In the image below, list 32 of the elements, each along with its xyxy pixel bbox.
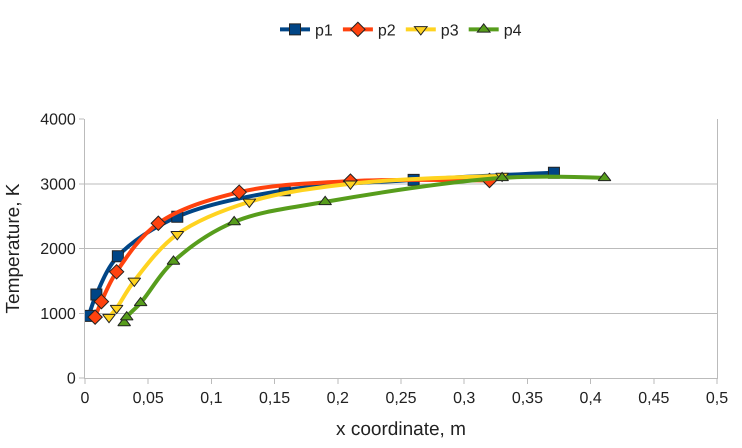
legend-label: p3	[440, 22, 459, 40]
legend-label: p1	[315, 22, 333, 40]
x-tick-label: 0,35	[512, 390, 544, 408]
y-axis-title: Temperature, K	[3, 183, 24, 314]
y-tick-label: 1000	[40, 306, 76, 323]
point	[134, 296, 148, 306]
point	[94, 294, 110, 310]
y-tick-label: 0	[66, 370, 76, 388]
point	[227, 216, 241, 226]
x-tick-label: 0,15	[259, 390, 290, 408]
point	[232, 184, 247, 200]
x-tick-label: 0,25	[385, 390, 417, 408]
x-tick-label: 0,2	[326, 390, 350, 408]
point	[112, 250, 124, 262]
legend-label: p4	[504, 22, 522, 40]
x-tick-label: 0,1	[200, 390, 223, 408]
point	[166, 255, 180, 265]
y-tick-label: 3000	[40, 176, 76, 194]
x-tick-label: 0,3	[453, 390, 476, 408]
x-tick-label: 0,05	[132, 390, 164, 408]
point	[87, 309, 103, 325]
x-tick-label: 0,4	[579, 390, 602, 408]
x-axis-title: x coordinate, m	[336, 419, 466, 440]
point	[598, 172, 612, 182]
legend-label: p2	[378, 22, 396, 40]
x-tick-label: 0	[80, 390, 90, 408]
y-tick-label: 4000	[40, 112, 76, 129]
x-tick-label: 0,5	[706, 390, 728, 408]
point	[108, 264, 124, 280]
x-tick-label: 0,45	[638, 390, 670, 408]
point	[150, 216, 166, 231]
y-tick-label: 2000	[40, 241, 76, 258]
